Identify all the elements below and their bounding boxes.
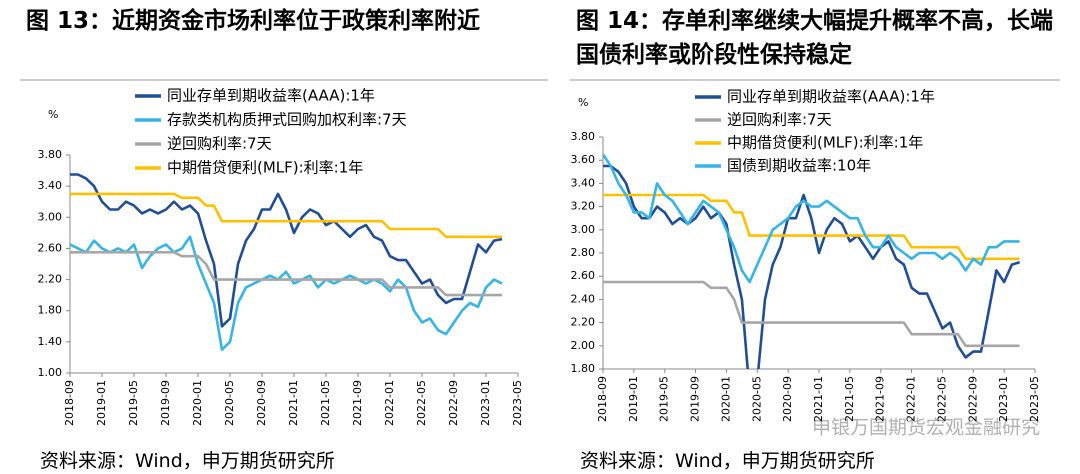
x-tick-label: 2022-01 <box>905 376 918 422</box>
x-tick-label: 2019-09 <box>159 380 172 426</box>
x-tick-label: 2022-01 <box>383 380 396 426</box>
x-tick-label: 2023-05 <box>1028 376 1041 422</box>
x-tick-label: 2020-01 <box>191 380 204 426</box>
y-tick-label: 1.40 <box>38 335 63 348</box>
series-line <box>70 251 502 297</box>
y-tick-label: 3.80 <box>38 148 63 161</box>
legend-label: 逆回购利率:7天 <box>727 111 832 129</box>
x-tick-label: 2021-05 <box>843 376 856 422</box>
y-tick-label: 3.40 <box>571 176 596 189</box>
y-tick-label: 2.40 <box>571 292 596 305</box>
y-unit: % <box>578 96 588 109</box>
y-tick-label: 2.20 <box>38 273 63 286</box>
chart-title: 图 13：近期资金市场利率位于政策利率附近 <box>26 8 481 34</box>
x-tick-label: 2021-09 <box>351 380 364 426</box>
y-tick-label: 2.80 <box>571 246 596 259</box>
x-tick-label: 2019-01 <box>95 380 108 426</box>
x-tick-label: 2018-09 <box>63 380 76 426</box>
legend-label: 同业存单到期收益率(AAA):1年 <box>727 88 935 106</box>
x-tick-label: 2021-01 <box>812 376 825 422</box>
legend-label: 中期借贷便利(MLF):利率:1年 <box>727 134 923 152</box>
legend-label: 中期借贷便利(MLF):利率:1年 <box>167 159 363 177</box>
series-line <box>603 193 1020 261</box>
x-tick-label: 2020-09 <box>781 376 794 422</box>
series-line <box>70 235 503 351</box>
series-line <box>603 280 1020 348</box>
y-tick-label: 2.20 <box>571 316 596 329</box>
y-tick-label: 1.00 <box>38 366 63 379</box>
y-unit: % <box>48 108 58 121</box>
legend-label: 国债到期收益率:10年 <box>727 157 871 175</box>
x-tick-label: 2020-09 <box>255 380 268 426</box>
x-tick-label: 2018-09 <box>596 376 609 422</box>
legend-label: 逆回购利率:7天 <box>167 135 272 153</box>
y-tick-label: 3.80 <box>571 130 596 143</box>
chart-title: 图 14：存单利率继续大幅提升概率不高，长端国债利率或阶段性保持稳定 <box>576 8 1054 68</box>
x-tick-label: 2021-01 <box>287 380 300 426</box>
source: 资料来源：Wind，申万期货研究所 <box>580 450 875 472</box>
x-tick-label: 2022-05 <box>415 380 428 426</box>
x-tick-label: 2019-05 <box>658 376 671 422</box>
y-tick-label: 1.80 <box>571 362 596 375</box>
x-tick-label: 2022-05 <box>935 376 948 422</box>
y-tick-label: 2.60 <box>38 241 63 254</box>
x-tick-label: 2019-05 <box>127 380 140 426</box>
x-tick-label: 2023-05 <box>511 380 524 426</box>
y-tick-label: 1.80 <box>38 304 63 317</box>
series-line <box>603 164 1020 369</box>
legend-label: 同业存单到期收益率(AAA):1年 <box>167 87 375 105</box>
y-tick-label: 3.00 <box>38 210 63 223</box>
legend-label: 存款类机构质押式回购加权利率:7天 <box>167 111 407 129</box>
x-tick-label: 2019-09 <box>689 376 702 422</box>
series-line <box>603 153 1020 284</box>
x-tick-label: 2023-01 <box>997 376 1010 422</box>
y-tick-label: 3.20 <box>571 200 596 213</box>
y-tick-label: 2.60 <box>571 269 596 282</box>
series-line <box>70 173 503 328</box>
x-tick-label: 2020-05 <box>750 376 763 422</box>
y-tick-label: 2.00 <box>571 339 596 352</box>
x-tick-label: 2022-09 <box>447 380 460 426</box>
plot <box>70 173 503 351</box>
x-tick-label: 2020-05 <box>223 380 236 426</box>
x-tick-label: 2021-05 <box>319 380 332 426</box>
series-line <box>70 192 502 239</box>
watermark: 申银万国期货宏观金融研究 <box>812 417 1040 439</box>
y-tick-label: 3.60 <box>571 153 596 166</box>
x-tick-label: 2023-01 <box>479 380 492 426</box>
y-tick-label: 3.00 <box>571 223 596 236</box>
y-tick-label: 3.40 <box>38 179 63 192</box>
x-tick-label: 2020-01 <box>719 376 732 422</box>
x-tick-label: 2021-09 <box>874 376 887 422</box>
plot <box>603 153 1020 369</box>
x-tick-label: 2022-09 <box>966 376 979 422</box>
source: 资料来源：Wind，申万期货研究所 <box>40 450 335 472</box>
x-tick-label: 2019-01 <box>627 376 640 422</box>
